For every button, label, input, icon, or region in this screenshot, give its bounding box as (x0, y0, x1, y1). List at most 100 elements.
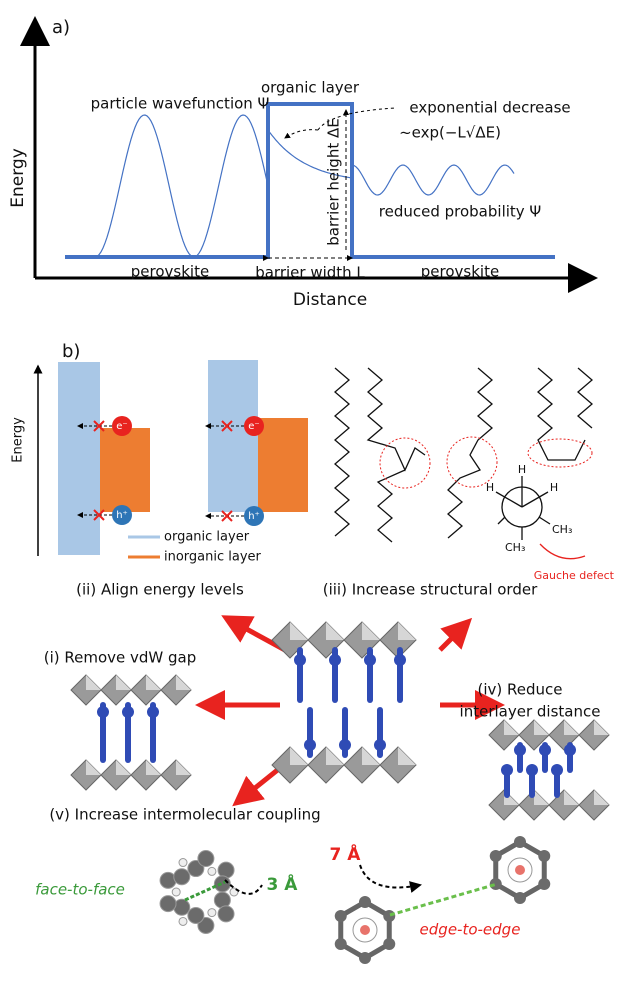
octahedron-face (594, 720, 609, 735)
rod-head (147, 706, 159, 718)
strategy: (v) Increase intermolecular coupling (49, 806, 320, 824)
rod-head (294, 654, 306, 666)
atom (197, 850, 215, 868)
octahedron-face (176, 760, 191, 775)
rod-head (329, 654, 341, 666)
coupling-distance: 3 Å (267, 872, 299, 895)
chain (334, 367, 350, 537)
decay-arrow (284, 129, 319, 139)
octahedron-face (290, 622, 308, 640)
rod-head (339, 739, 351, 751)
atom (383, 938, 396, 950)
label: perovskite (131, 263, 209, 281)
atom (538, 878, 551, 890)
atom: H (486, 481, 494, 494)
axis-title: Energy (8, 148, 28, 208)
octahedron-face (116, 675, 131, 690)
octahedron-face (146, 675, 161, 690)
legend-label: organic layer (164, 530, 250, 545)
label: reduced probability Ψ (379, 203, 541, 221)
atom: CH₃ (552, 523, 572, 536)
atom (489, 850, 502, 862)
rod-head (374, 739, 386, 751)
strategy-arrow (221, 615, 287, 653)
label: barrier width L (255, 264, 365, 282)
octahedron-face (362, 622, 380, 640)
chain (447, 367, 493, 539)
coupling-label: face-to-face (35, 881, 125, 899)
label: organic layer (261, 79, 360, 97)
octahedron-face (398, 622, 416, 640)
gauche-label: Gauche defect (534, 569, 615, 582)
carrier-label: e⁻ (248, 421, 259, 432)
defect-circle (527, 438, 593, 468)
octahedron-face (326, 747, 344, 765)
block-mark (93, 420, 105, 432)
rod-head (304, 739, 316, 751)
block-mark (93, 509, 105, 521)
label: perovskite (421, 263, 499, 281)
strategy: (iii) Increase structural order (323, 581, 538, 599)
octahedron-face (86, 760, 101, 775)
octahedron-face (146, 760, 161, 775)
centroid (360, 925, 370, 935)
octahedron-face (86, 675, 101, 690)
carrier-label: h⁺ (116, 510, 128, 521)
block-mark (221, 510, 233, 522)
coupling-distance: 7 Å (330, 842, 362, 865)
organic-block (58, 362, 100, 555)
atom (197, 916, 215, 934)
strategy: (i) Remove vdW gap (44, 649, 197, 667)
rod-head (539, 744, 551, 756)
rod-head (122, 706, 134, 718)
octahedron-face (116, 760, 131, 775)
atom (187, 860, 205, 878)
strategy-arrow (438, 617, 473, 652)
atom (359, 952, 371, 964)
label: barrier height ΔE (325, 118, 343, 245)
defect-circle (446, 436, 498, 488)
atom (383, 910, 396, 922)
atom (514, 836, 526, 848)
octahedron-face (504, 720, 519, 735)
potential (65, 102, 555, 259)
inorganic-block (100, 428, 150, 512)
chain (537, 367, 593, 461)
chain (366, 367, 426, 543)
atom (538, 850, 551, 862)
rod-head (526, 764, 538, 776)
rod-head (551, 764, 563, 776)
defect-circle (379, 437, 431, 489)
atom (207, 908, 217, 918)
label: ~exp(−L√ΔE) (399, 124, 501, 142)
pointer (359, 864, 422, 893)
electron (244, 416, 264, 436)
octahedron-face (326, 622, 344, 640)
label: particle wavefunction Ψ (91, 95, 270, 113)
atom (207, 866, 217, 876)
rod-head (514, 744, 526, 756)
atom (334, 938, 347, 950)
panel-a: a) Energy Distance organic layer particl… (8, 16, 598, 310)
electron (112, 416, 132, 436)
organic-block (208, 360, 258, 512)
atom: H (518, 463, 526, 476)
atom: CH₃ (505, 541, 525, 554)
octahedron-face (176, 675, 191, 690)
octahedron-face (534, 790, 549, 805)
wavefunction (94, 114, 515, 258)
atom (173, 868, 191, 886)
rod-head (564, 744, 576, 756)
inorganic-block (258, 418, 308, 512)
octahedron-face (564, 720, 579, 735)
atom (171, 887, 181, 897)
octahedron-face (594, 790, 609, 805)
rod-head (394, 654, 406, 666)
atom (489, 878, 502, 890)
atom (514, 892, 526, 904)
rod-head (97, 706, 109, 718)
legend-label: inorganic layer (164, 550, 262, 565)
newman (495, 476, 586, 560)
atom (217, 905, 235, 923)
